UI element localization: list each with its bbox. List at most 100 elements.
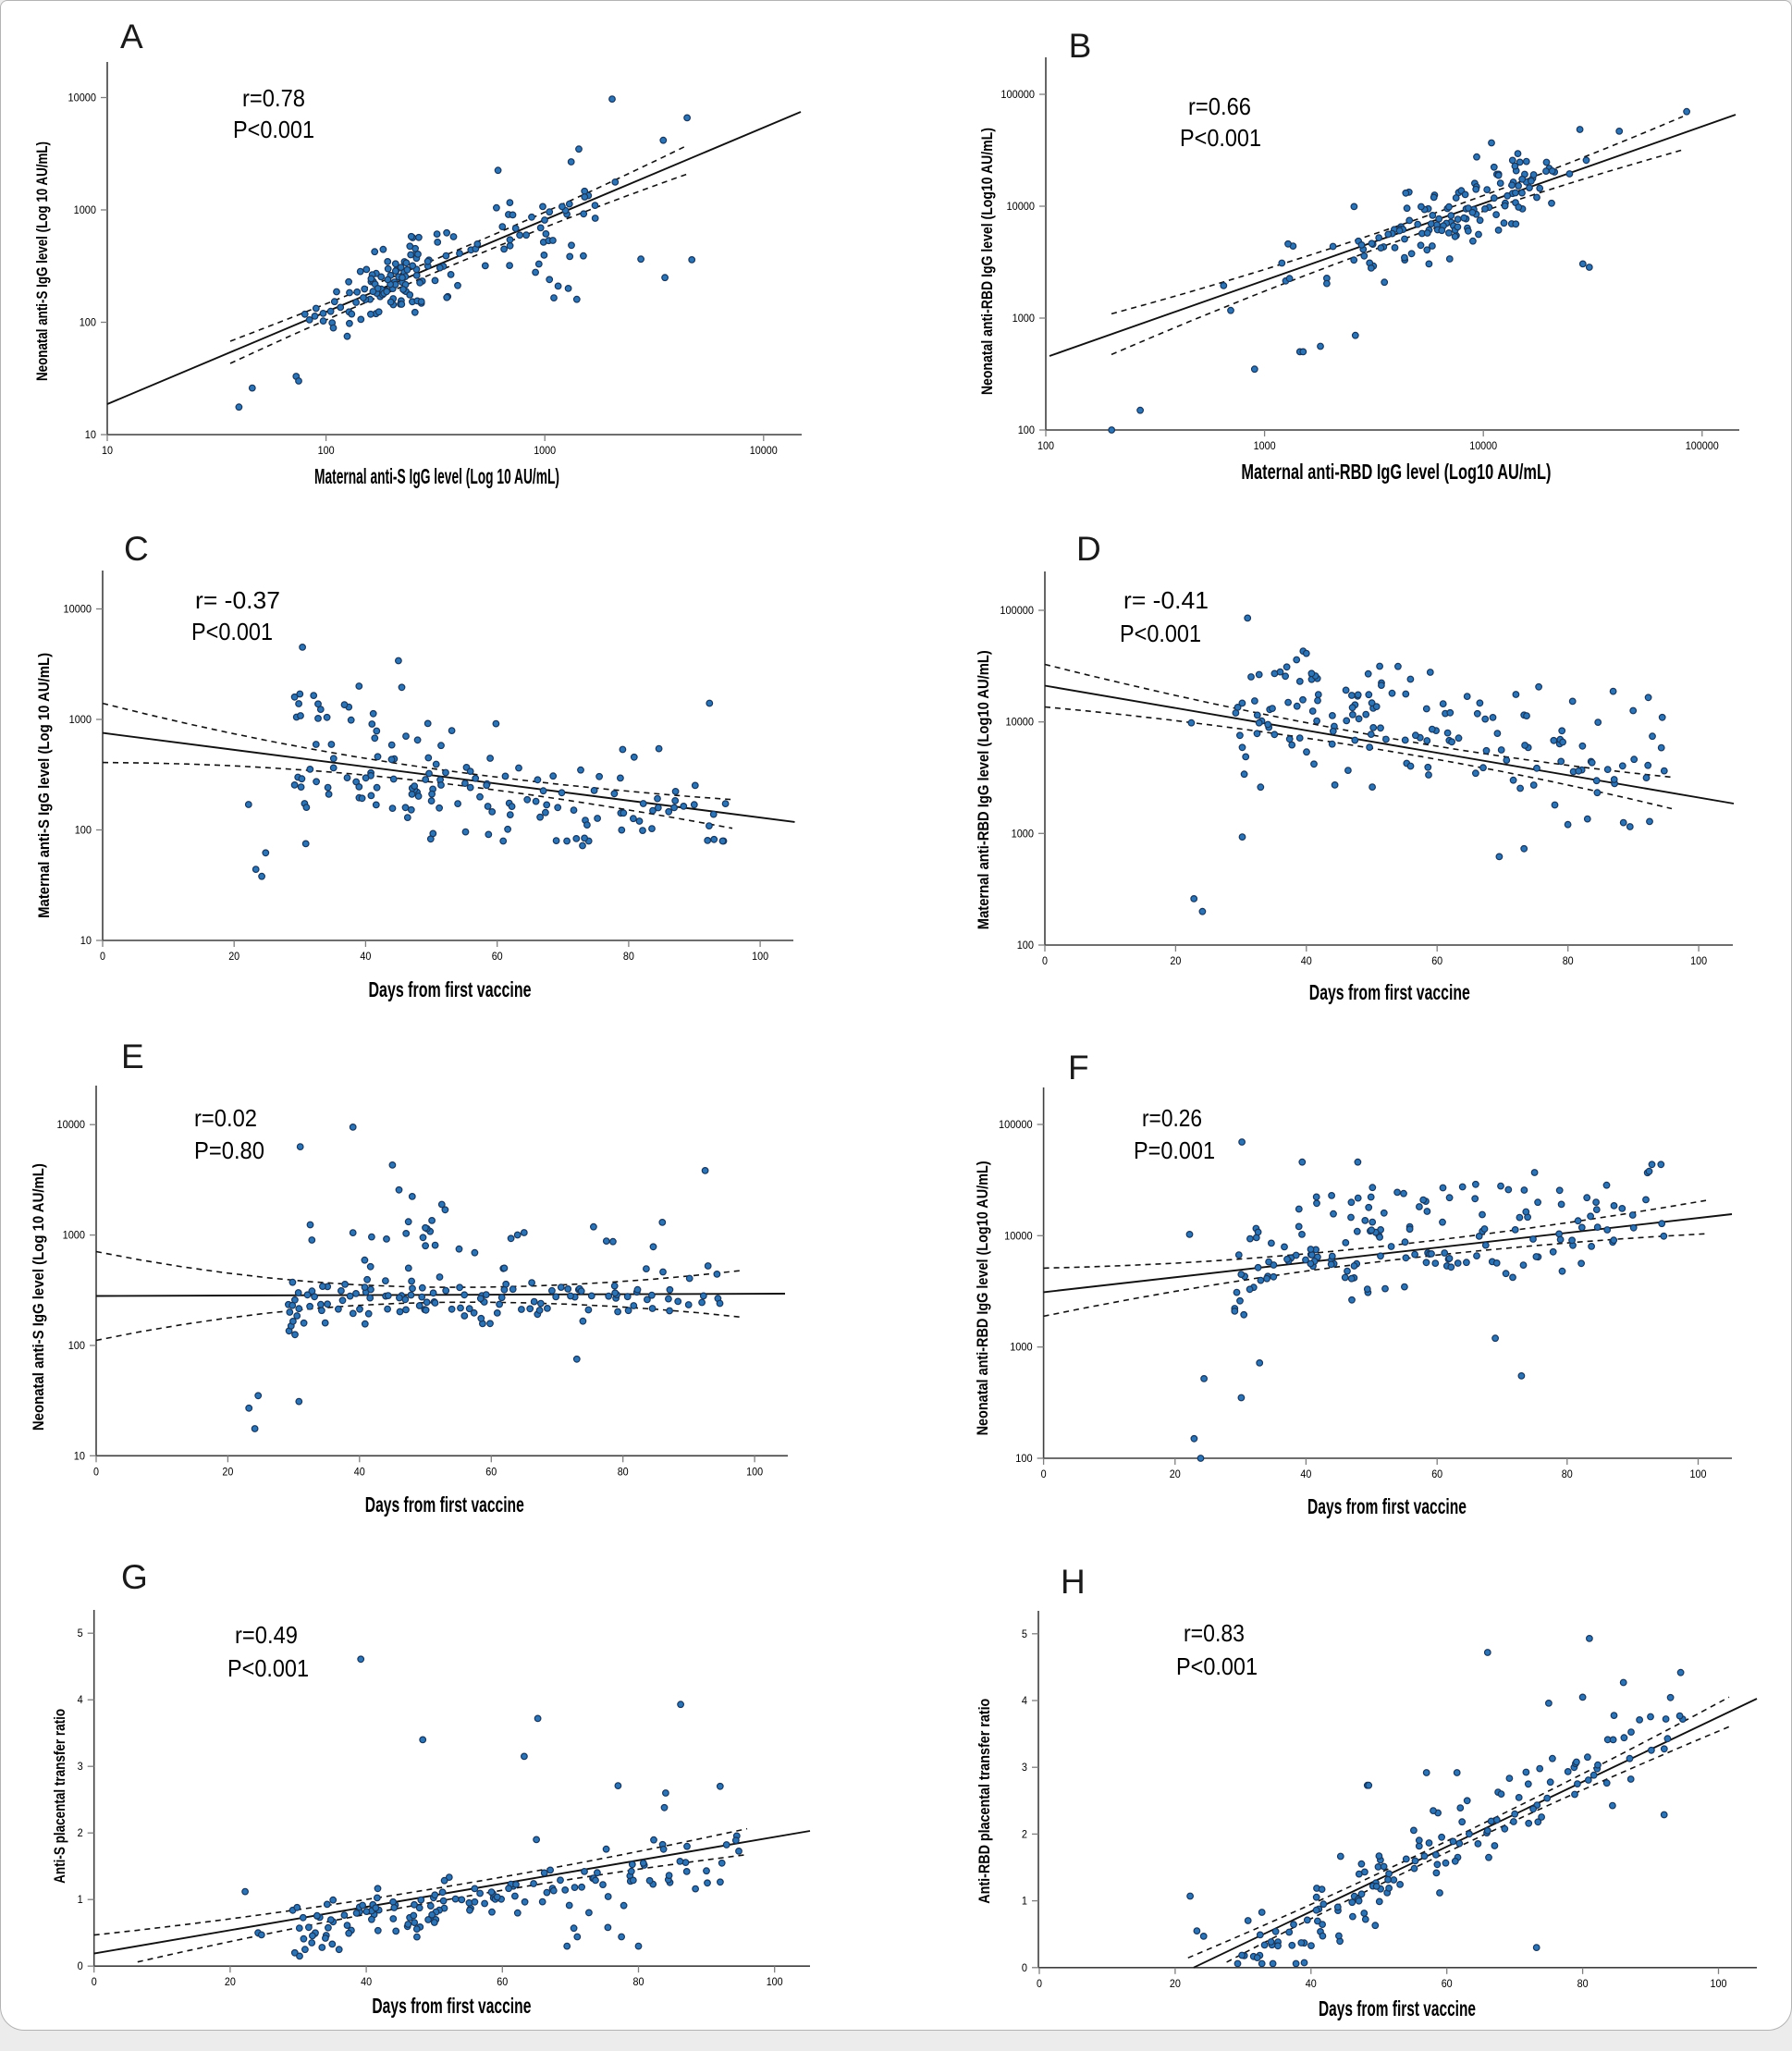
svg-text:Maternal anti-S IgG level (Log: Maternal anti-S IgG level (Log 10 AU/mL) <box>314 464 559 488</box>
svg-text:60: 60 <box>492 950 503 963</box>
svg-text:100: 100 <box>1018 424 1036 436</box>
svg-text:P<0.001: P<0.001 <box>191 618 273 645</box>
svg-text:r=0.49: r=0.49 <box>235 1621 298 1649</box>
svg-text:Days from first vaccine: Days from first vaccine <box>369 977 532 1001</box>
svg-text:100: 100 <box>80 316 97 329</box>
svg-text:1000: 1000 <box>63 1229 86 1242</box>
svg-text:10000: 10000 <box>750 444 778 457</box>
svg-text:D: D <box>1076 530 1101 568</box>
svg-text:20: 20 <box>1170 1977 1181 1990</box>
svg-text:10000: 10000 <box>57 1118 86 1131</box>
svg-text:20: 20 <box>1170 1468 1181 1480</box>
svg-text:0: 0 <box>1037 1977 1042 1990</box>
svg-text:10: 10 <box>102 444 113 457</box>
svg-text:1000: 1000 <box>534 444 556 457</box>
svg-text:40: 40 <box>354 1465 365 1478</box>
svg-text:C: C <box>124 530 149 568</box>
svg-text:1000: 1000 <box>1013 312 1036 325</box>
svg-text:Neonatal anti-S IgG level (Log: Neonatal anti-S IgG level (Log 10 AU/mL) <box>30 1163 47 1431</box>
svg-text:B: B <box>1069 27 1092 65</box>
svg-text:100000: 100000 <box>1000 604 1034 617</box>
svg-text:40: 40 <box>1301 954 1312 967</box>
svg-text:Days from first vaccine: Days from first vaccine <box>1307 1494 1467 1518</box>
svg-text:100000: 100000 <box>1000 88 1035 101</box>
svg-text:80: 80 <box>1562 1468 1573 1480</box>
svg-text:A: A <box>120 18 143 55</box>
svg-text:10: 10 <box>80 934 92 947</box>
svg-text:40: 40 <box>1300 1468 1311 1480</box>
svg-text:1: 1 <box>78 1893 83 1906</box>
svg-text:E: E <box>121 1038 144 1075</box>
svg-text:1000: 1000 <box>1254 439 1276 452</box>
svg-text:20: 20 <box>222 1465 233 1478</box>
svg-text:1: 1 <box>1022 1895 1027 1908</box>
svg-text:10000: 10000 <box>1469 439 1497 452</box>
svg-text:20: 20 <box>1170 954 1181 967</box>
svg-text:Neonatal anti-RBD IgG level (L: Neonatal anti-RBD IgG level (Log10 AU/mL… <box>978 128 996 395</box>
svg-text:r=0.66: r=0.66 <box>1188 92 1251 120</box>
svg-text:100: 100 <box>746 1465 763 1478</box>
svg-text:100: 100 <box>75 824 92 837</box>
svg-text:10000: 10000 <box>1004 1229 1033 1242</box>
svg-text:F: F <box>1068 1049 1089 1087</box>
svg-text:Days from first vaccine: Days from first vaccine <box>372 1994 531 2018</box>
svg-text:Days from first vaccine: Days from first vaccine <box>1309 980 1470 1004</box>
svg-text:4: 4 <box>78 1693 83 1706</box>
svg-text:Days from first vaccine: Days from first vaccine <box>1319 1996 1476 2020</box>
svg-text:0: 0 <box>78 1959 83 1972</box>
svg-text:P<0.001: P<0.001 <box>1176 1652 1258 1680</box>
svg-text:1000: 1000 <box>1010 1341 1033 1354</box>
svg-text:10000: 10000 <box>1007 200 1036 213</box>
svg-text:100: 100 <box>1711 1977 1727 1990</box>
svg-text:100: 100 <box>68 1339 86 1352</box>
svg-text:5: 5 <box>78 1627 83 1640</box>
svg-text:3: 3 <box>1022 1761 1027 1774</box>
svg-text:0: 0 <box>1022 1961 1027 1974</box>
svg-text:1000: 1000 <box>1012 827 1035 840</box>
svg-text:Anti-S placental transfer rati: Anti-S placental transfer ratio <box>51 1709 68 1884</box>
svg-text:H: H <box>1061 1563 1086 1601</box>
svg-text:60: 60 <box>1431 1468 1442 1480</box>
svg-text:40: 40 <box>361 1975 372 1988</box>
svg-text:Maternal anti-S IgG level (Log: Maternal anti-S IgG level (Log 10 AU/mL) <box>35 653 53 918</box>
svg-text:80: 80 <box>623 950 634 963</box>
svg-text:100: 100 <box>752 950 768 963</box>
svg-text:80: 80 <box>618 1465 629 1478</box>
svg-text:r=0.78: r=0.78 <box>242 84 305 112</box>
svg-text:r= -0.37: r= -0.37 <box>195 586 280 614</box>
svg-text:100: 100 <box>318 444 335 457</box>
svg-text:3: 3 <box>78 1760 83 1773</box>
svg-text:10000: 10000 <box>68 92 97 104</box>
svg-text:1000: 1000 <box>74 203 97 216</box>
svg-text:80: 80 <box>1563 954 1574 967</box>
svg-text:P<0.001: P<0.001 <box>227 1654 309 1682</box>
svg-text:0: 0 <box>92 1975 97 1988</box>
svg-text:2: 2 <box>78 1826 83 1839</box>
svg-text:r=0.83: r=0.83 <box>1184 1619 1245 1647</box>
svg-text:r=0.26: r=0.26 <box>1142 1104 1202 1132</box>
svg-text:100: 100 <box>1017 939 1035 952</box>
svg-text:10000: 10000 <box>1006 716 1035 729</box>
svg-text:Neonatal anti-RBD IgG level (L: Neonatal anti-RBD IgG level (Log10 AU/mL… <box>974 1161 991 1435</box>
svg-text:0: 0 <box>1042 954 1048 967</box>
svg-text:60: 60 <box>1431 954 1442 967</box>
svg-text:Maternal anti-RBD IgG level (L: Maternal anti-RBD IgG level (Log10 AU/mL… <box>1241 460 1551 484</box>
svg-text:P<0.001: P<0.001 <box>1120 620 1201 647</box>
svg-text:0: 0 <box>1041 1468 1047 1480</box>
svg-text:G: G <box>121 1558 148 1596</box>
svg-text:100: 100 <box>1037 439 1054 452</box>
svg-text:100: 100 <box>1690 954 1707 967</box>
svg-text:20: 20 <box>228 950 239 963</box>
svg-text:Days from first vaccine: Days from first vaccine <box>365 1492 524 1517</box>
svg-text:4: 4 <box>1022 1694 1027 1707</box>
svg-text:P<0.001: P<0.001 <box>1180 124 1261 152</box>
svg-text:60: 60 <box>1442 1977 1453 1990</box>
svg-text:P=0.80: P=0.80 <box>194 1136 264 1164</box>
svg-text:Anti-RBD placental transfer ra: Anti-RBD placental transfer ratio <box>976 1699 993 1904</box>
svg-text:r= -0.41: r= -0.41 <box>1123 586 1209 614</box>
svg-text:100: 100 <box>1690 1468 1707 1480</box>
svg-text:10: 10 <box>74 1449 85 1462</box>
svg-text:0: 0 <box>93 1465 99 1478</box>
svg-text:40: 40 <box>360 950 371 963</box>
svg-text:10000: 10000 <box>64 603 92 616</box>
